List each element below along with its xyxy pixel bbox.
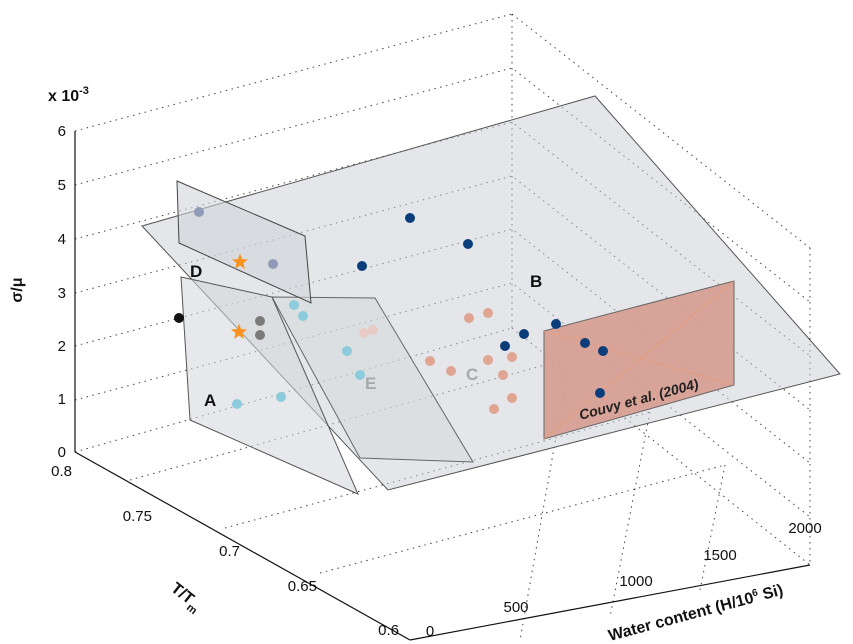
z-tick: 0 <box>58 444 66 461</box>
z-tick: 5 <box>58 177 66 194</box>
y-axis-ticks: 0.8 0.75 0.7 0.65 0.6 <box>51 463 399 639</box>
x-tick: 0 <box>426 623 434 640</box>
plane-label-b: B <box>530 272 542 291</box>
z-axis-ticks: 0 1 2 3 4 5 6 <box>58 123 66 461</box>
x-tick: 2000 <box>788 520 821 537</box>
data-point <box>357 261 367 271</box>
star-marker <box>230 323 248 339</box>
z-axis-label: σ/μ <box>9 277 26 302</box>
data-point <box>507 352 517 362</box>
data-point <box>507 393 517 403</box>
x-tick: 500 <box>503 599 528 616</box>
data-point <box>483 355 493 365</box>
y-tick: 0.75 <box>123 508 152 525</box>
z-tick: 1 <box>58 391 66 408</box>
y-tick: 0.7 <box>219 543 240 560</box>
plane-label-a: A <box>204 391 216 410</box>
z-multiplier: x 10-3 <box>48 85 89 105</box>
data-point <box>519 329 529 339</box>
data-point <box>359 328 369 338</box>
data-point <box>255 316 265 326</box>
z-tick: 3 <box>58 285 66 302</box>
y-tick: 0.65 <box>288 578 317 595</box>
x-axis-label: Water content (H/106 Si) <box>606 581 785 644</box>
x-axis-ticks: 0 500 1000 1500 2000 <box>426 520 822 640</box>
data-point <box>255 330 265 340</box>
data-point <box>342 346 352 356</box>
data-point <box>174 313 184 323</box>
data-point <box>463 239 473 249</box>
data-point <box>483 308 493 318</box>
plane-label-c: C <box>466 365 478 384</box>
data-point <box>276 392 286 402</box>
x-tick: 1000 <box>619 573 652 590</box>
data-point <box>289 300 299 310</box>
data-point <box>425 356 435 366</box>
data-point <box>368 325 378 335</box>
data-point <box>355 370 365 380</box>
plane-labels: A B C D E <box>190 262 542 410</box>
data-point <box>500 341 510 351</box>
axes <box>74 131 811 641</box>
y-axis-label: T/Tm <box>165 580 205 617</box>
y-tick: 0.6 <box>378 622 399 639</box>
data-point <box>446 366 456 376</box>
data-point <box>551 319 561 329</box>
data-point <box>595 388 605 398</box>
data-point <box>298 311 308 321</box>
data-point <box>598 346 608 356</box>
planes <box>141 95 841 495</box>
data-point <box>489 404 499 414</box>
data-point <box>464 313 474 323</box>
plane-label-e: E <box>365 374 376 393</box>
z-tick: 4 <box>58 231 66 248</box>
x-tick: 1500 <box>703 547 736 564</box>
plane-a <box>180 276 359 495</box>
data-points <box>174 207 608 414</box>
data-point <box>405 213 415 223</box>
z-tick: 6 <box>58 123 66 140</box>
y-tick: 0.8 <box>51 463 72 480</box>
data-point <box>194 207 204 217</box>
data-point <box>498 370 508 380</box>
data-point <box>268 259 278 269</box>
z-tick: 2 <box>58 338 66 355</box>
data-point <box>232 399 242 409</box>
data-point <box>580 338 590 348</box>
plane-e <box>271 296 474 463</box>
star-marker <box>231 253 249 269</box>
plane-label-d: D <box>190 262 202 281</box>
plane-d <box>176 180 312 304</box>
